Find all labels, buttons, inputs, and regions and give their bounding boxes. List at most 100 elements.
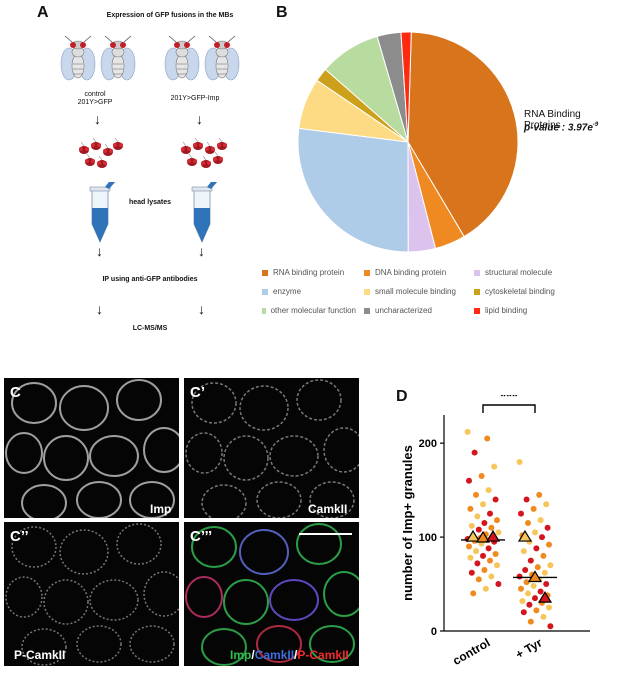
pie-slice: [400, 31, 412, 143]
data-point: [532, 529, 538, 536]
data-point: [530, 505, 537, 512]
merge-imp: Imp: [230, 648, 252, 662]
tile-c1-label: CamkII: [308, 502, 348, 516]
data-point: [518, 585, 524, 592]
data-point: [537, 588, 544, 595]
data-point: [527, 557, 534, 564]
legend-label: DNA binding protein: [375, 268, 447, 277]
data-point: [532, 595, 538, 602]
data-point: [487, 557, 493, 564]
x-category-label: control: [450, 635, 492, 667]
data-point: [543, 581, 550, 588]
data-point: [470, 590, 477, 597]
data-point: [533, 607, 540, 614]
data-point: [494, 562, 500, 569]
replicate-mean-marker: [527, 570, 543, 583]
legend-item: uncharacterized: [364, 306, 466, 315]
significance-bracket: [482, 404, 536, 413]
data-point: [480, 552, 486, 559]
x-category-label: + Tyr: [513, 635, 545, 661]
legend-swatch: [262, 288, 268, 295]
data-point: [468, 522, 475, 529]
data-point: [492, 496, 499, 503]
significance-label: ***: [500, 395, 518, 405]
legend-swatch: [474, 269, 480, 276]
legend-swatch: [364, 269, 370, 276]
data-point: [518, 510, 524, 517]
data-point: [495, 529, 502, 536]
data-point: [544, 524, 551, 531]
scatter-chart: 0 100 200 number of Imp+ granules *** control…: [400, 395, 590, 668]
data-point: [481, 520, 488, 526]
data-point: [475, 576, 482, 583]
data-point: [541, 569, 548, 576]
data-point: [474, 513, 481, 520]
legend-label: structural molecule: [485, 268, 553, 277]
data-point: [523, 579, 530, 586]
data-point: [484, 435, 491, 442]
data-point: [488, 524, 495, 531]
merge-sep2: /: [294, 648, 298, 662]
legend-label: uncharacterized: [375, 306, 432, 315]
data-point: [516, 573, 523, 580]
arrow-down-icon: ↓: [96, 243, 103, 259]
data-point: [482, 585, 489, 592]
data-point: [520, 609, 527, 616]
data-point: [539, 534, 545, 541]
data-point: [474, 560, 481, 567]
legend-swatch: [474, 307, 480, 314]
pie-slice: [297, 127, 409, 253]
y-tick-label: 0: [431, 626, 437, 638]
data-point: [488, 573, 495, 580]
legend-label: RNA binding protein: [273, 268, 345, 277]
data-point: [547, 623, 554, 630]
data-point: [467, 505, 474, 512]
data-point: [546, 541, 552, 548]
data-point: [525, 520, 531, 526]
data-point: [494, 517, 500, 524]
legend-item: small molecule binding: [364, 287, 466, 296]
imp-label: 201Y>GFP-Imp: [170, 95, 220, 102]
data-point: [466, 477, 472, 484]
arrow-down-icon: ↓: [198, 301, 205, 317]
data-point: [487, 510, 493, 517]
replicate-mean-marker: [517, 529, 533, 542]
micrograph-pcamkii-image: [5, 523, 179, 666]
ip-label: IP using anti-GFP antibodies: [102, 276, 198, 283]
control-label-line1: control: [84, 91, 106, 98]
legend-label: lipid binding: [485, 306, 528, 315]
lcms-label: LC-MS/MS: [132, 325, 168, 332]
pie-legend: RNA binding protein DNA binding protein st…: [262, 268, 592, 315]
arrow-down-icon: ↓: [96, 301, 103, 317]
data-point: [523, 496, 530, 503]
y-tick-label: 100: [419, 532, 437, 544]
pie-slice: [407, 31, 519, 238]
tile-c-corner: C: [10, 384, 21, 401]
data-point: [478, 473, 485, 480]
data-point: [546, 604, 552, 611]
data-point: [536, 491, 543, 498]
data-point: [485, 545, 492, 552]
data-point: [473, 491, 479, 498]
data-point: [491, 463, 498, 470]
data-point: [527, 618, 534, 625]
legend-label: small molecule binding: [375, 287, 456, 296]
micrograph-camkii: [184, 378, 359, 518]
data-point: [467, 554, 474, 561]
data-point: [537, 517, 544, 524]
legend-item: RNA binding protein: [262, 268, 356, 277]
pie-annotation-pvalue: p-value : 3.97e-9: [524, 122, 598, 133]
micrograph-camkii-image: [185, 379, 359, 518]
replicate-mean-marker: [465, 529, 481, 542]
micrograph-pcamkii: [4, 522, 179, 666]
data-point: [543, 501, 550, 508]
data-point: [540, 552, 547, 559]
data-point: [530, 582, 537, 589]
data-point: [522, 566, 529, 573]
data-point: [471, 449, 478, 456]
pie-annotation-title: RNA Binding Proteins: [524, 109, 581, 131]
data-point: [481, 566, 488, 573]
legend-swatch: [474, 288, 480, 295]
arrow-down-icon: ↓: [196, 111, 203, 127]
merge-label: Imp/CamkII/P-CamkII: [230, 648, 349, 662]
